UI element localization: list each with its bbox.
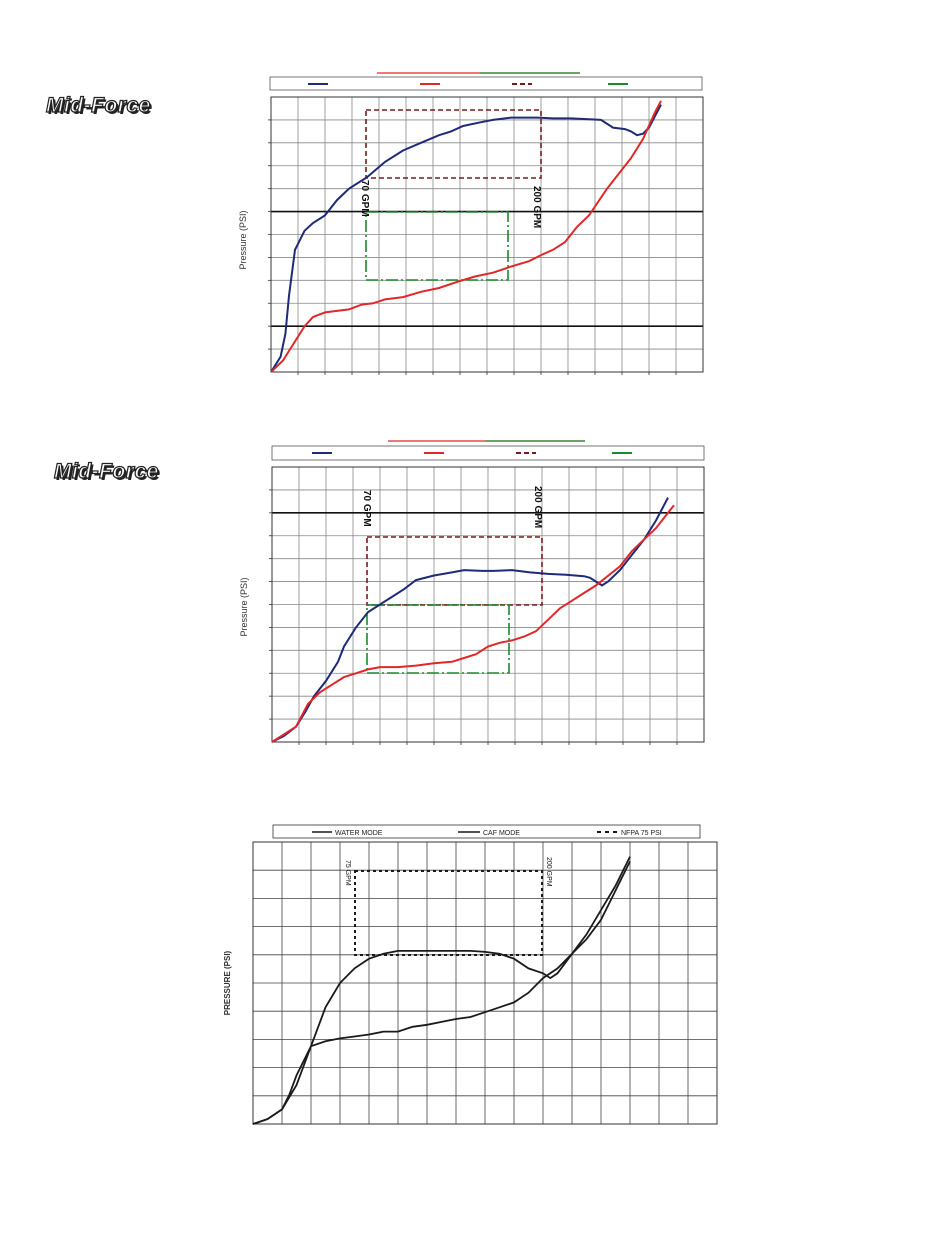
legend-box <box>272 824 701 839</box>
series-a-line <box>270 104 662 373</box>
operating-box-b <box>366 604 510 674</box>
annotation-70-gpm: 70 GPM <box>359 180 370 217</box>
annotation-70-gpm: 70 GPM <box>361 490 372 527</box>
y-axis-label: Pressure (PSI) <box>238 210 248 269</box>
operating-box-a <box>365 109 542 179</box>
brand-logo-top: Mid-Force <box>45 93 151 117</box>
plot-frame <box>271 466 705 743</box>
chart-middle: Pressure (PSI) 70 GPM 200 GPM <box>239 440 705 745</box>
y-axis-label: Pressure (PSI) <box>239 577 249 636</box>
operating-box-b <box>365 211 509 281</box>
series-a-line <box>271 497 669 743</box>
series-b-line <box>271 504 675 743</box>
legend-label-nfpa: NFPA 75 PSI <box>621 830 662 837</box>
y-axis-label: PRESSURE (PSI) <box>223 950 232 1015</box>
legend-label-water-mode: WATER MODE <box>335 830 383 837</box>
annotation-75-gpm: 75 GPM <box>344 860 351 886</box>
annotation-200-gpm: 200 GPM <box>532 486 543 528</box>
legend-box <box>269 76 703 91</box>
chart-bottom: WATER MODE CAF MODE NFPA 75 PSI PRESSURE… <box>223 824 718 1125</box>
plot-grid <box>268 97 703 375</box>
plot-frame <box>252 841 718 1125</box>
nfpa-box <box>354 870 543 956</box>
legend-box <box>271 445 705 461</box>
plot-frame <box>270 96 704 373</box>
annotation-200-gpm: 200 GPM <box>531 186 542 228</box>
plot-grid <box>269 467 704 745</box>
caf-mode-line <box>252 860 631 1125</box>
plot-grid <box>253 842 717 1124</box>
legend-label-caf-mode: CAF MODE <box>483 830 520 837</box>
series-b-line <box>270 100 662 373</box>
annotation-200-gpm: 200 GPM <box>545 857 552 887</box>
chart-top: Pressure (PSI) 70 GPM 200 GPM <box>238 72 704 375</box>
water-mode-line <box>252 856 631 1125</box>
brand-logo-middle: Mid-Force <box>53 459 159 483</box>
